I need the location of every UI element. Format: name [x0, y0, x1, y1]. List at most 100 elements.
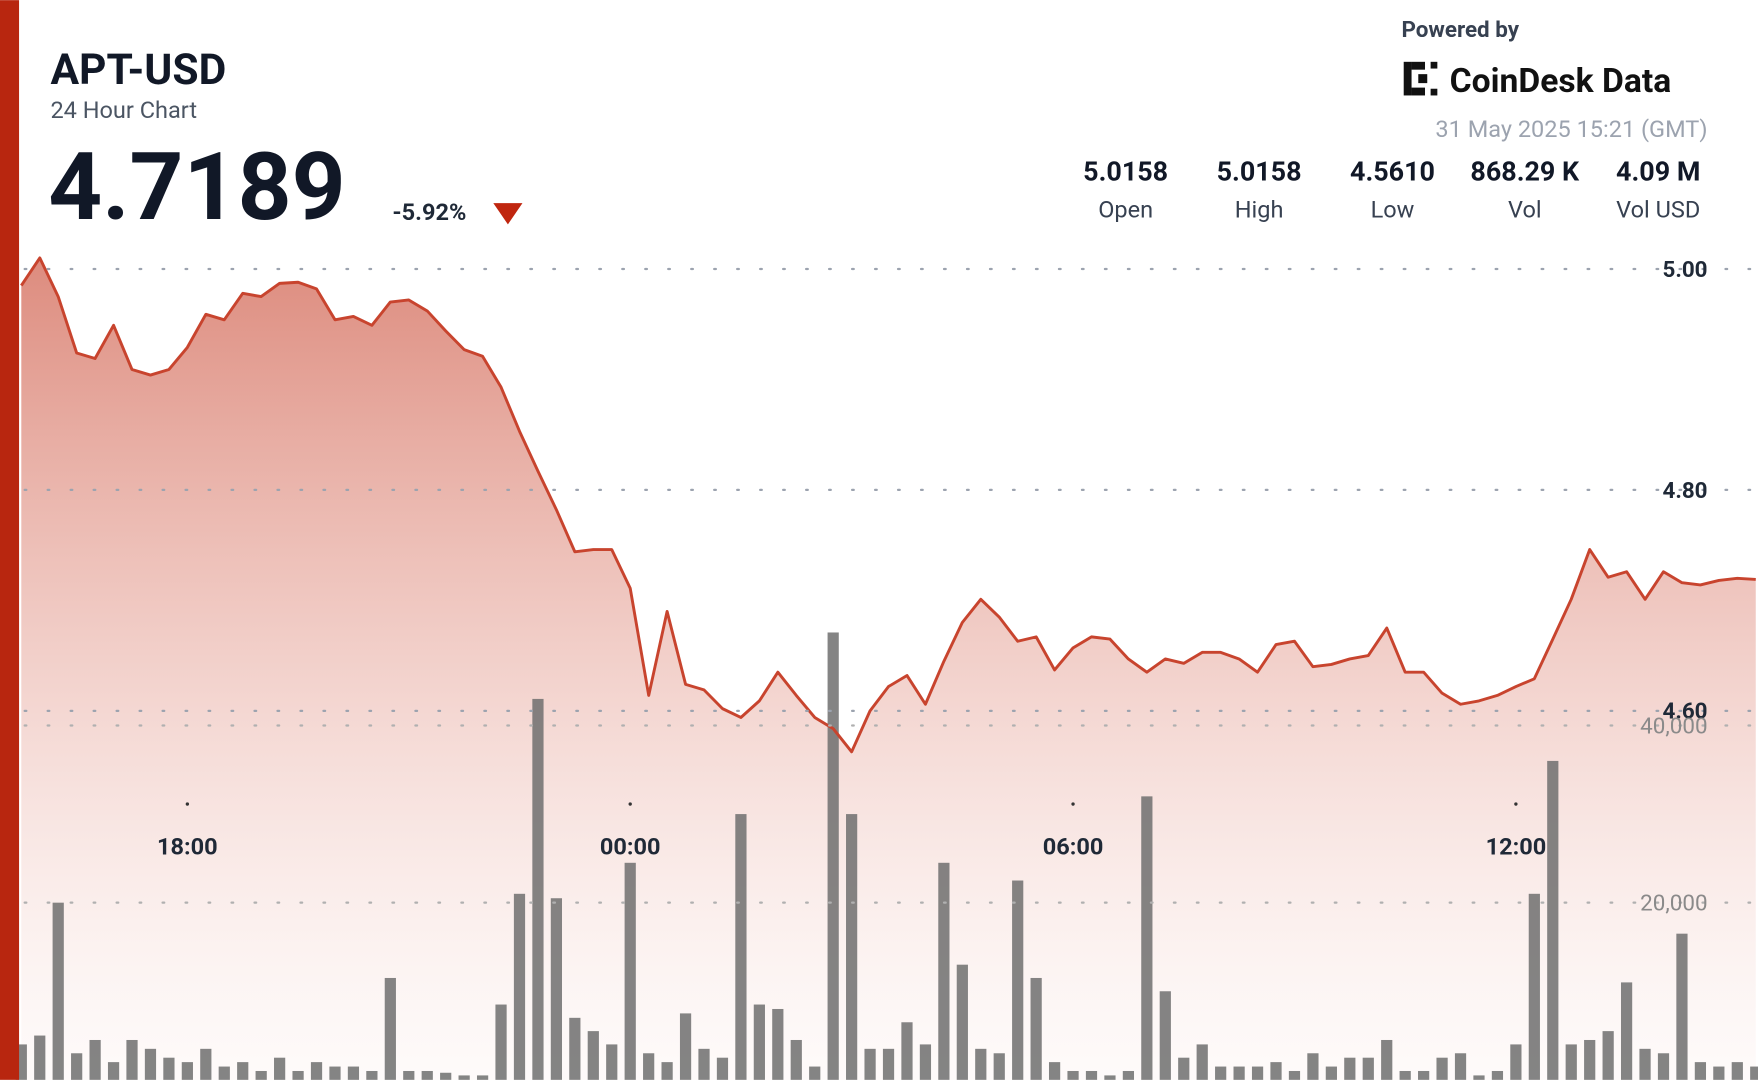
volume-bar — [1639, 1048, 1651, 1080]
volume-bar — [1528, 893, 1540, 1080]
brand: CoinDesk Data — [1450, 62, 1672, 101]
volume-bar — [71, 1053, 83, 1080]
volume-bar — [1270, 1062, 1282, 1080]
stat-value: 5.0158 — [1217, 156, 1302, 188]
volume-bar — [476, 1075, 489, 1080]
y2-tick-label: 20,000 — [1640, 891, 1707, 917]
volume-bar — [1620, 982, 1633, 1080]
volume-bar — [1657, 1053, 1670, 1080]
volume-bar — [1251, 1066, 1264, 1080]
volume-bar — [938, 862, 950, 1080]
volume-bar — [274, 1057, 286, 1080]
volume-bar — [1381, 1039, 1393, 1080]
volume-bar — [1122, 1070, 1135, 1080]
volume-bar — [1325, 1066, 1337, 1080]
volume-bar — [126, 1039, 138, 1080]
volume-bar — [1307, 1053, 1319, 1080]
volume-bar — [1510, 1044, 1522, 1080]
volume-bar — [735, 814, 747, 1080]
volume-bar — [716, 1057, 729, 1080]
stat-value: 5.0158 — [1083, 156, 1168, 188]
volume-bar — [1030, 977, 1042, 1080]
volume-bar — [218, 1066, 230, 1080]
x-tick — [1071, 802, 1075, 806]
volume-bar — [1178, 1057, 1190, 1080]
volume-bar — [1436, 1057, 1448, 1080]
stats: 5.0158 Open 5.0158 High 4.5610 Low 868.29 K Vol… — [1083, 156, 1700, 224]
stat-value: 4.09 M — [1616, 156, 1700, 188]
logo-part — [1411, 87, 1426, 96]
volume-bar — [1491, 1070, 1504, 1080]
volume-bar — [366, 1070, 378, 1080]
volume-bar — [587, 1031, 599, 1080]
volume-bar — [144, 1048, 157, 1080]
x-tick-label: 00:00 — [600, 832, 661, 860]
volume-bar — [1159, 991, 1171, 1080]
volume-bar — [1602, 1031, 1614, 1080]
volume-bar — [1418, 1070, 1430, 1080]
volume-bar — [513, 893, 526, 1080]
volume-bar — [846, 814, 858, 1080]
volume-bar — [1233, 1066, 1245, 1080]
volume-bar — [384, 977, 396, 1080]
volume-bar — [458, 1075, 470, 1080]
plot: 4.60 4.80 5.00 20,000 40,000 18:00 00:00 06:00 1… — [15, 256, 1758, 1080]
volume-bar — [52, 902, 64, 1080]
price-area — [21, 257, 1756, 1080]
volume-bar — [89, 1039, 101, 1080]
volume-bar — [347, 1066, 360, 1080]
volume-bar — [1085, 1070, 1098, 1080]
volume-bar — [440, 1072, 452, 1080]
change: -5.92% — [392, 198, 466, 226]
volume-bar — [15, 1044, 27, 1080]
price-line — [20, 256, 1756, 754]
x-tick-label: 18:00 — [157, 832, 218, 860]
volume-bar — [679, 1013, 692, 1080]
stat-label: High — [1235, 196, 1284, 224]
volume-bar — [1454, 1053, 1467, 1080]
x-tick — [185, 802, 190, 806]
volume-bar — [1048, 1062, 1061, 1080]
volume-bar — [993, 1053, 1005, 1080]
volume-bar — [643, 1053, 655, 1080]
x-tick — [1514, 802, 1518, 806]
volume-bar — [1104, 1075, 1116, 1080]
volume-bar — [790, 1039, 802, 1080]
volume-bar — [200, 1048, 212, 1080]
volume-bar — [34, 1035, 46, 1080]
volume-bar — [827, 632, 839, 1080]
volume-bar — [1473, 1075, 1485, 1080]
volume-bar — [901, 1022, 913, 1080]
volume-bar — [329, 1066, 341, 1080]
volume-bar — [864, 1048, 876, 1080]
volume-bar — [606, 1044, 618, 1080]
volume-bar — [1067, 1070, 1079, 1080]
logo-part — [1403, 61, 1412, 96]
volume-bar — [1750, 1066, 1758, 1080]
volume-bar — [237, 1062, 249, 1080]
volume-bar — [255, 1070, 267, 1080]
volume-bar — [163, 1057, 175, 1080]
volume-bar — [1584, 1039, 1596, 1080]
volume-bar — [1731, 1062, 1743, 1080]
stat-value: 4.5610 — [1350, 156, 1435, 188]
price: 4.7189 — [48, 132, 345, 242]
down-arrow — [493, 203, 523, 225]
subtitle: 24 Hour Chart — [50, 96, 197, 124]
volume-bar — [956, 964, 968, 1080]
volume-bar — [403, 1070, 415, 1080]
volume-bar — [1141, 796, 1153, 1080]
x-tick-label: 06:00 — [1043, 832, 1104, 860]
brand-logo — [1403, 61, 1438, 96]
volume-bar — [310, 1062, 323, 1080]
y-tick-label: 4.80 — [1662, 478, 1707, 504]
volume-bar — [919, 1044, 932, 1080]
stat-label: Vol USD — [1616, 196, 1700, 224]
volume-bar — [882, 1048, 895, 1080]
volume-bar — [495, 1004, 507, 1080]
volume-bar — [753, 1004, 765, 1080]
y2-tick-label: 40,000 — [1640, 713, 1707, 739]
volume-bar — [809, 1066, 821, 1080]
logo-part — [1411, 61, 1426, 70]
volume-bar — [550, 898, 563, 1080]
